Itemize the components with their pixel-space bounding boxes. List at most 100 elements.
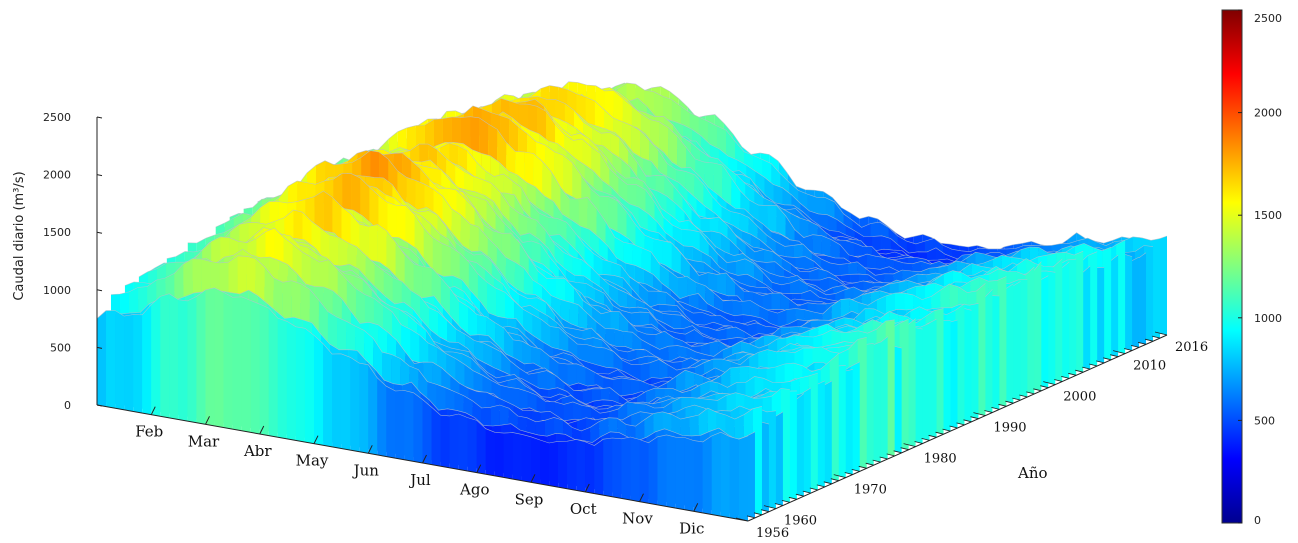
- surface-strip: [711, 432, 721, 517]
- surface-strip: [567, 439, 577, 491]
- z-tick-mark: [96, 346, 103, 349]
- year-tick-mark: [781, 500, 790, 503]
- year-axis-label: Año: [1017, 464, 1048, 482]
- year-tick-mark: [1154, 331, 1168, 336]
- year-tick-mark: [928, 434, 937, 438]
- year-tick-label: 2000: [1063, 390, 1096, 405]
- colorbar: [1221, 9, 1243, 524]
- month-tick-label: Ago: [459, 481, 489, 499]
- year-tick-mark: [1089, 363, 1098, 367]
- surface-strip: [458, 413, 468, 472]
- month-tick-label: Oct: [570, 500, 597, 518]
- surface-strip: [1074, 251, 1084, 373]
- surface-strip: [413, 392, 423, 463]
- surface-strip: [169, 293, 179, 420]
- surface-strip: [976, 283, 986, 416]
- surface-strip: [603, 437, 613, 497]
- surface-strip: [558, 441, 568, 489]
- colorbar-tick-label: 500: [1254, 414, 1275, 427]
- surface-strip: [314, 335, 324, 446]
- z-tick-mark: [96, 174, 103, 177]
- surface-strip: [1018, 279, 1028, 397]
- surface-strip: [808, 373, 818, 490]
- year-tick-mark: [879, 456, 888, 460]
- year-tick-mark: [823, 481, 832, 485]
- year-tick-mark: [802, 490, 811, 494]
- surface-strip: [160, 293, 170, 418]
- year-tick-mark: [949, 425, 958, 429]
- year-tick-mark: [1026, 391, 1035, 395]
- z-tick-label: 2500: [43, 111, 71, 124]
- surface-strip: [449, 413, 459, 470]
- year-tick-mark: [1061, 376, 1070, 379]
- year-tick-mark: [830, 478, 839, 482]
- surface-strip: [377, 377, 387, 457]
- year-tick-mark: [1075, 369, 1084, 373]
- month-tick-label: Sep: [515, 490, 544, 508]
- surface-strip: [531, 436, 541, 484]
- z-tick-label: 1000: [43, 284, 71, 297]
- surface-strip: [822, 381, 832, 484]
- surface-strip: [241, 296, 251, 433]
- year-tick-mark: [1130, 345, 1140, 348]
- surface-strip: [1088, 251, 1098, 366]
- surface-strip: [666, 434, 676, 509]
- surface-strip: [1143, 245, 1154, 342]
- surface-strip: [1081, 265, 1091, 370]
- z-tick-label: 0: [64, 399, 71, 412]
- colorbar-gradient: [1221, 9, 1243, 524]
- z-tick-mark: [96, 231, 103, 234]
- year-tick-mark: [760, 509, 770, 513]
- year-tick-label: 1970: [854, 483, 887, 498]
- surface-strip: [997, 276, 1007, 407]
- month-tick-mark: [530, 474, 536, 483]
- surface-strip: [250, 300, 260, 434]
- surface-strip: [657, 434, 667, 507]
- surface-strip: [962, 308, 972, 422]
- surface-ridge-line: [243, 150, 895, 357]
- month-tick-label: Dic: [679, 519, 704, 537]
- surface-strip: [594, 439, 604, 496]
- year-tick-label: 1980: [924, 452, 957, 467]
- year-tick-mark: [1103, 357, 1112, 361]
- year-tick-mark: [935, 431, 944, 435]
- surface-ridge-line: [187, 190, 839, 388]
- surface-strip: [268, 308, 278, 438]
- year-tick-mark: [809, 487, 818, 491]
- surface-strip: [878, 336, 888, 459]
- colorbar-tick-label: 1500: [1254, 209, 1282, 222]
- surface-strip: [630, 436, 640, 502]
- surface-strip: [232, 296, 242, 431]
- year-tick-mark: [735, 517, 749, 522]
- year-tick-mark: [984, 410, 993, 413]
- surface-strip: [1053, 258, 1063, 382]
- year-tick-mark: [1012, 397, 1021, 401]
- surface-strip: [187, 296, 197, 423]
- surface-strip: [720, 432, 730, 518]
- surface-layer: [96, 81, 1168, 521]
- z-tick-mark: [96, 116, 103, 119]
- surface-ridge-line: [110, 255, 763, 432]
- colorbar-tick-label: 1000: [1254, 312, 1282, 325]
- surface-strip: [899, 319, 909, 450]
- surface-strip: [913, 327, 923, 444]
- year-tick-mark: [903, 443, 916, 447]
- year-tick-mark: [816, 484, 825, 488]
- colorbar-tick-label: 2500: [1254, 12, 1282, 25]
- surface-ridge-line: [96, 287, 749, 446]
- year-tick-mark: [774, 503, 784, 506]
- surface-strip: [1102, 247, 1112, 360]
- surface-strip: [621, 436, 631, 501]
- surface-strip: [1130, 257, 1140, 348]
- year-tick-mark: [942, 428, 951, 432]
- surface-strip: [752, 406, 762, 515]
- year-tick-mark: [753, 512, 763, 516]
- year-tick-mark: [763, 505, 777, 509]
- year-tick-mark: [1054, 379, 1063, 382]
- year-tick-mark: [970, 416, 979, 420]
- surface-strip: [115, 310, 125, 410]
- month-tick-mark: [259, 425, 265, 435]
- surface-strip: [934, 308, 944, 435]
- surface-strip: [576, 439, 586, 492]
